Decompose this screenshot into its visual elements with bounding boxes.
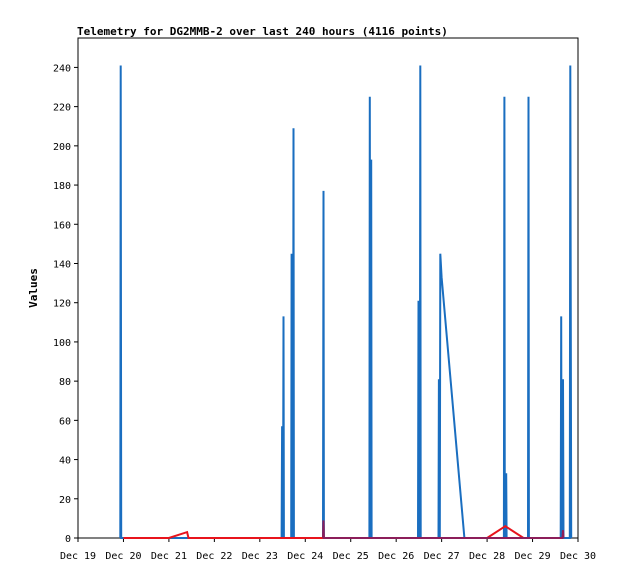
y-tick-label: 200 bbox=[53, 142, 71, 153]
y-tick-label: 60 bbox=[59, 416, 71, 427]
x-tick-label: Dec 23 bbox=[242, 551, 278, 562]
x-tick-label: Dec 28 bbox=[469, 551, 505, 562]
series-line-2 bbox=[123, 525, 533, 539]
y-tick-label: 220 bbox=[53, 103, 71, 114]
x-tick-label: Dec 26 bbox=[378, 551, 414, 562]
y-tick-label: 80 bbox=[59, 377, 71, 388]
y-tick-label: 140 bbox=[53, 259, 71, 270]
x-tick-label: Dec 29 bbox=[514, 551, 550, 562]
y-tick-label: 20 bbox=[59, 495, 71, 506]
chart-title: Telemetry for DG2MMB-2 over last 240 hou… bbox=[77, 25, 448, 38]
y-axis: 0 20 40 60 80 100 120 140 160 180 200 220 240 bbox=[53, 63, 78, 545]
y-tick-label: 40 bbox=[59, 456, 71, 467]
y-tick-label: 160 bbox=[53, 220, 71, 231]
x-tick-label: Dec 27 bbox=[424, 551, 460, 562]
x-tick-label: Dec 30 bbox=[560, 551, 596, 562]
x-axis: Dec 19 Dec 20 Dec 21 Dec 22 Dec 23 Dec 24 Dec … bbox=[60, 538, 596, 562]
x-tick-label: Dec 20 bbox=[105, 551, 141, 562]
series-layer bbox=[119, 65, 573, 539]
y-tick-label: 180 bbox=[53, 181, 71, 192]
series-line-3 bbox=[322, 520, 565, 539]
x-tick-label: Dec 21 bbox=[151, 551, 187, 562]
x-tick-label: Dec 24 bbox=[287, 551, 323, 562]
x-tick-label: Dec 25 bbox=[333, 551, 369, 562]
y-axis-label: Values bbox=[27, 268, 40, 308]
x-tick-label: Dec 22 bbox=[196, 551, 232, 562]
y-tick-label: 100 bbox=[53, 338, 71, 349]
x-tick-label: Dec 19 bbox=[60, 551, 96, 562]
plot-area bbox=[77, 37, 579, 539]
y-tick-label: 120 bbox=[53, 299, 71, 310]
y-tick-label: 0 bbox=[65, 534, 71, 545]
y-tick-label: 240 bbox=[53, 63, 71, 74]
